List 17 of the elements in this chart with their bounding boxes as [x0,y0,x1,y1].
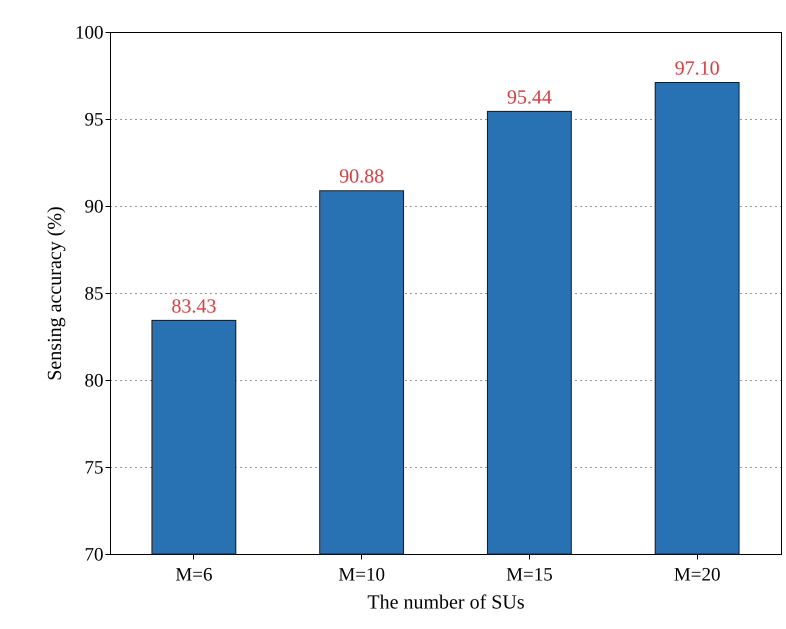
y-tick-label: 90 [84,196,104,218]
y-tick-label: 95 [84,110,104,130]
x-tick-label: M=15 [506,564,553,586]
x-axis-title: The number of SUs [367,592,525,614]
y-tick-label: 80 [84,370,104,392]
y-tick-label: 70 [84,544,104,566]
data-label: 90.88 [339,166,384,188]
data-label: 95.44 [506,86,552,108]
x-tick-label: M=20 [674,564,720,586]
y-axis-title: Sensing accuracy (%) [44,206,66,381]
y-tick-label: 100 [75,22,104,44]
y-tick-label: 85 [84,284,104,304]
data-label: 97.10 [674,57,720,80]
x-tick-label: M=10 [338,564,385,586]
data-label: 83.43 [171,295,216,318]
y-tick-label: 75 [84,458,104,478]
x-tick-label: M=6 [175,564,212,586]
